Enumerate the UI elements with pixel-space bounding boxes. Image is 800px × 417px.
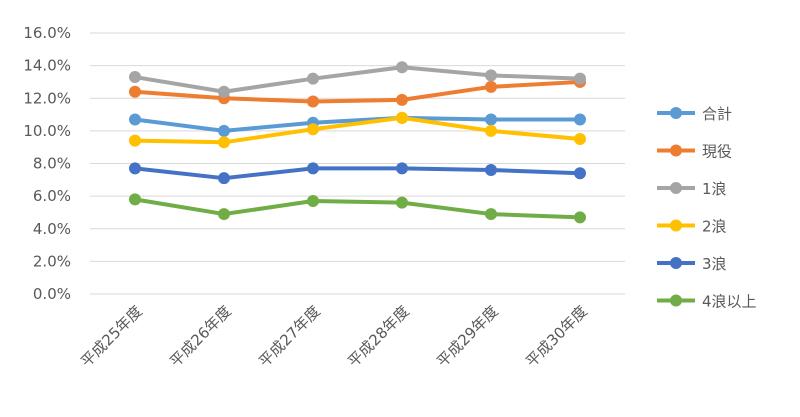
data-point [129,85,141,98]
data-point [485,124,497,137]
x-category-label: 平成30年度 [522,302,591,371]
legend-entry: 2浪 [657,218,727,236]
y-tick-label: 10.0% [23,122,71,140]
series [129,61,586,98]
data-point [307,162,319,175]
legend-label: 合計 [702,105,732,123]
data-point [218,172,230,185]
series [129,75,586,108]
gridlines [90,32,625,295]
series-line [133,115,582,145]
series [129,193,586,224]
y-tick-label: 16.0% [23,24,71,42]
data-point [574,133,586,146]
legend-label: 1浪 [702,180,727,198]
series [129,111,586,149]
x-category-label: 平成28年度 [344,302,413,371]
data-point [485,113,497,126]
data-point [485,164,497,177]
y-tick-label: 12.0% [23,89,71,107]
series [129,162,586,185]
x-category-label: 平成26年度 [166,302,235,371]
data-point [396,162,408,175]
data-point [574,167,586,180]
series [129,111,586,137]
data-point [307,72,319,85]
legend-label: 4浪以上 [702,293,757,311]
legend-swatch-marker [670,257,682,269]
data-point [218,85,230,98]
x-category-label: 平成27年度 [255,302,324,371]
series-line [133,65,582,94]
y-tick-label: 6.0% [33,187,71,205]
y-tick-label: 14.0% [23,57,71,75]
legend-entry: 4浪以上 [657,293,757,311]
legend-swatch-marker [670,219,682,232]
series-line [133,197,582,220]
data-point [485,208,497,221]
legend-label: 現役 [702,143,732,161]
data-point [129,134,141,147]
data-point [218,208,230,221]
legend-entry: 3浪 [657,255,727,273]
data-point [574,72,586,85]
legend-entry: 合計 [657,105,732,123]
legend-swatch-marker [670,107,682,119]
y-tick-label: 4.0% [33,220,71,238]
data-point [129,71,141,84]
data-point [396,93,408,106]
y-tick-label: 0.0% [33,285,71,303]
data-point [129,113,141,126]
series-line [133,115,582,133]
legend-label: 2浪 [702,218,727,236]
data-point [574,113,586,126]
data-point [396,111,408,124]
data-point [129,162,141,175]
data-point [218,136,230,149]
x-category-label: 平成29年度 [433,302,502,371]
y-axis-tick-labels: 0.0% 2.0% 4.0% 6.0% 8.0% 10.0% 12.0% 14.0% 16.0% [23,24,71,303]
data-point [485,69,497,82]
data-point [485,80,497,93]
series-line [133,79,582,104]
x-axis-category-labels: 平成25年度 平成26年度 平成27年度 平成28年度 平成29年度 平成30年度 [77,302,591,371]
x-category-label: 平成25年度 [77,302,146,371]
legend-entry: 現役 [657,143,732,161]
y-tick-label: 2.0% [33,252,71,270]
data-point [307,95,319,108]
data-point [307,123,319,136]
data-point [218,124,230,137]
legend-entry: 1浪 [657,180,727,198]
legend-swatch-marker [670,294,682,307]
series-line [133,166,582,181]
legend-swatch-marker [670,182,682,194]
legend-swatch-marker [670,144,682,157]
legend-label: 3浪 [702,255,727,273]
data-point [129,193,141,206]
data-point [574,211,586,224]
data-point [307,195,319,208]
y-tick-label: 8.0% [33,155,71,173]
series-lines [129,61,586,224]
data-point [396,196,408,209]
data-point [396,61,408,74]
